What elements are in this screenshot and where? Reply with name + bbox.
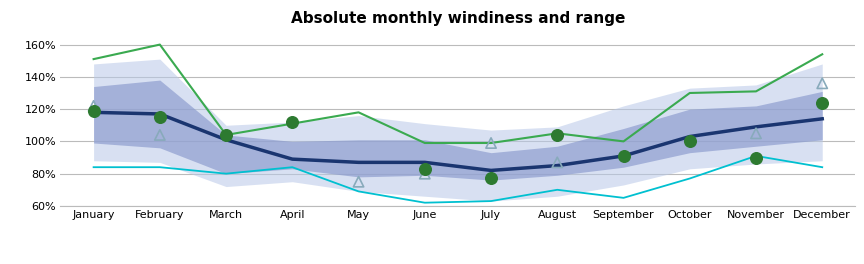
Point (484, 141, 498, 145)
Title: Absolute monthly windiness and range: Absolute monthly windiness and range (290, 11, 626, 26)
Point (749, 155, 763, 160)
Point (86, 109, 100, 113)
Point (153, 115, 167, 119)
Point (86, 104, 100, 108)
Point (550, 133, 564, 137)
Point (816, 101, 829, 105)
Point (285, 120, 299, 124)
Point (153, 133, 167, 137)
Point (550, 160, 564, 164)
Point (816, 81, 829, 86)
Point (749, 131, 763, 135)
Point (352, 180, 365, 184)
Point (484, 176, 498, 181)
Point (219, 133, 233, 137)
Point (418, 172, 432, 176)
Point (617, 154, 631, 158)
Point (683, 139, 696, 144)
Point (418, 167, 432, 171)
